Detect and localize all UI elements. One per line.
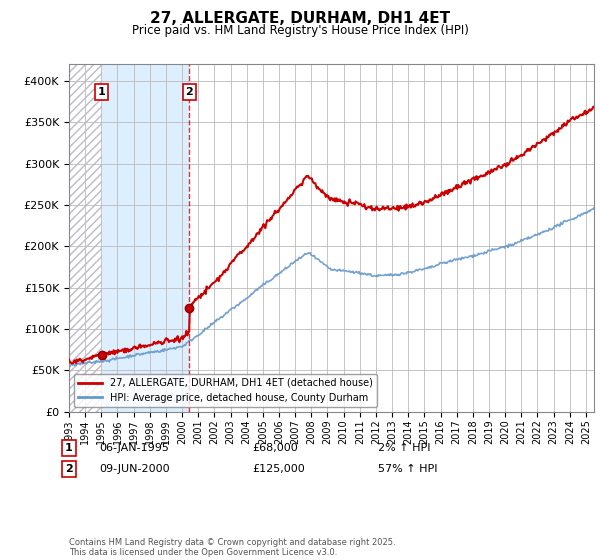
Text: 27, ALLERGATE, DURHAM, DH1 4ET: 27, ALLERGATE, DURHAM, DH1 4ET (150, 11, 450, 26)
Legend: 27, ALLERGATE, DURHAM, DH1 4ET (detached house), HPI: Average price, detached ho: 27, ALLERGATE, DURHAM, DH1 4ET (detached… (74, 374, 377, 407)
Text: 06-JAN-1995: 06-JAN-1995 (99, 443, 169, 453)
Bar (189, 64, 594, 412)
Text: 1: 1 (98, 87, 106, 97)
Bar (69, 64, 102, 412)
Text: 09-JUN-2000: 09-JUN-2000 (99, 464, 170, 474)
Text: £68,000: £68,000 (252, 443, 298, 453)
Text: 2: 2 (65, 464, 73, 474)
Text: 1: 1 (65, 443, 73, 453)
Bar (102, 64, 189, 412)
Text: 57% ↑ HPI: 57% ↑ HPI (378, 464, 437, 474)
Text: Price paid vs. HM Land Registry's House Price Index (HPI): Price paid vs. HM Land Registry's House … (131, 24, 469, 36)
Text: Contains HM Land Registry data © Crown copyright and database right 2025.
This d: Contains HM Land Registry data © Crown c… (69, 538, 395, 557)
Text: £125,000: £125,000 (252, 464, 305, 474)
Text: 2% ↑ HPI: 2% ↑ HPI (378, 443, 431, 453)
Text: 2: 2 (185, 87, 193, 97)
